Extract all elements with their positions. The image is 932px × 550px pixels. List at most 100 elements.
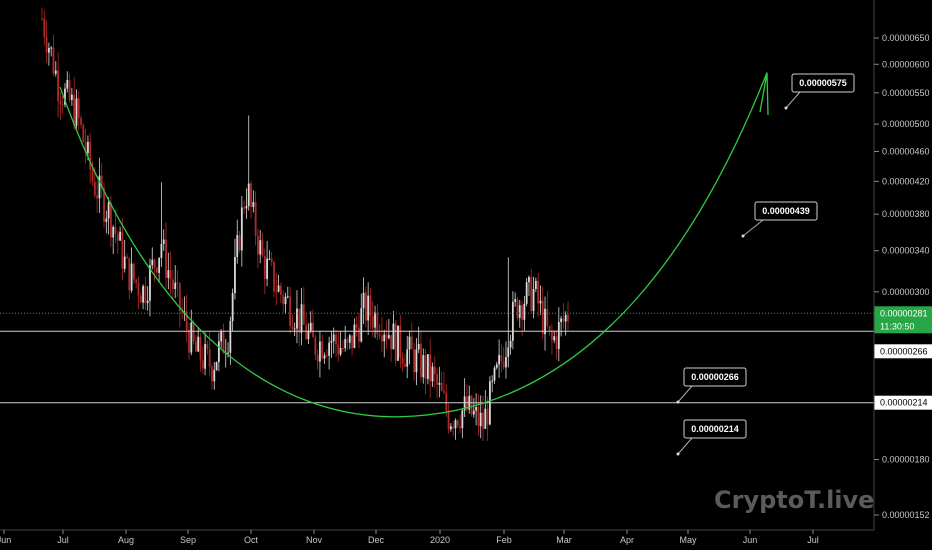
candle bbox=[64, 83, 66, 108]
y-tick-label: 0.00000460 bbox=[882, 146, 930, 156]
candle bbox=[355, 315, 358, 337]
svg-text:0.00000266: 0.00000266 bbox=[880, 346, 928, 356]
callout-text: 0.00000439 bbox=[762, 206, 810, 216]
candle bbox=[507, 257, 510, 368]
candle bbox=[392, 310, 395, 350]
candle bbox=[158, 257, 161, 283]
y-tick-label: 0.00000600 bbox=[882, 59, 930, 69]
candle bbox=[518, 299, 521, 328]
candle bbox=[335, 329, 337, 358]
candle bbox=[160, 182, 163, 267]
candle bbox=[47, 42, 50, 66]
candle bbox=[555, 330, 558, 360]
x-axis[interactable]: Jun Jul Aug Sep Oct Nov Dec 2020 Feb Mar Apr May Jun… bbox=[0, 530, 819, 545]
candle bbox=[114, 210, 117, 244]
candle bbox=[314, 334, 317, 361]
candle bbox=[532, 276, 535, 319]
x-tick-label: Dec bbox=[368, 535, 385, 545]
candle bbox=[146, 286, 149, 311]
candle bbox=[528, 275, 530, 297]
candle bbox=[282, 290, 285, 313]
candle bbox=[401, 352, 404, 372]
candle bbox=[312, 309, 314, 338]
price-callout: 0.00000214 bbox=[676, 419, 747, 456]
candle bbox=[194, 335, 197, 352]
candle bbox=[165, 222, 167, 289]
candle bbox=[344, 325, 347, 352]
candle bbox=[217, 332, 220, 372]
candle bbox=[523, 295, 526, 331]
svg-text:11:30:50: 11:30:50 bbox=[880, 321, 914, 331]
candle bbox=[298, 308, 301, 347]
x-tick-label: Sep bbox=[180, 535, 196, 545]
candle bbox=[410, 322, 413, 350]
candle bbox=[121, 218, 124, 281]
candle bbox=[296, 290, 298, 344]
candle bbox=[185, 294, 188, 343]
candle bbox=[75, 89, 78, 130]
candle bbox=[498, 339, 500, 378]
candle bbox=[307, 323, 310, 345]
candle bbox=[399, 314, 402, 368]
candle bbox=[346, 337, 349, 351]
candle bbox=[514, 292, 517, 307]
candle bbox=[445, 383, 448, 417]
candle bbox=[181, 298, 184, 320]
candle bbox=[84, 128, 87, 164]
candle bbox=[59, 92, 62, 121]
callout-text: 0.00000214 bbox=[691, 424, 739, 434]
candle bbox=[433, 355, 436, 388]
candle bbox=[275, 272, 278, 306]
candle bbox=[172, 269, 174, 301]
x-tick-label: Aug bbox=[118, 535, 134, 545]
candle bbox=[348, 334, 351, 350]
candle bbox=[321, 334, 324, 360]
candle bbox=[220, 329, 223, 349]
candle bbox=[201, 346, 204, 374]
candle bbox=[537, 272, 540, 317]
candle bbox=[404, 354, 406, 368]
candle bbox=[491, 375, 494, 393]
candle bbox=[174, 265, 177, 299]
candle bbox=[211, 363, 213, 390]
candle bbox=[82, 123, 85, 143]
current-price-label: 0.00000281 bbox=[874, 306, 932, 321]
candle bbox=[415, 338, 418, 386]
y-tick-label: 0.00000550 bbox=[882, 88, 930, 98]
svg-text:0.00000281: 0.00000281 bbox=[880, 308, 928, 318]
watermark-text: CryptoT.live bbox=[714, 486, 874, 514]
y-tick-label: 0.00000380 bbox=[882, 209, 930, 219]
candle bbox=[137, 276, 140, 310]
candle bbox=[52, 34, 55, 77]
candle bbox=[463, 378, 466, 417]
y-tick-label: 0.00000340 bbox=[882, 246, 930, 256]
candle bbox=[132, 262, 135, 285]
candle bbox=[293, 322, 296, 337]
candle bbox=[250, 180, 252, 219]
candle bbox=[431, 362, 434, 388]
candle bbox=[387, 319, 390, 340]
candle bbox=[456, 418, 459, 429]
candle bbox=[449, 423, 452, 432]
candle bbox=[319, 331, 321, 378]
candle bbox=[61, 96, 64, 114]
candle bbox=[270, 251, 273, 267]
candle bbox=[91, 160, 94, 186]
candle bbox=[128, 257, 131, 300]
candle bbox=[100, 163, 103, 198]
candle bbox=[238, 230, 241, 253]
candle bbox=[426, 354, 429, 385]
candle bbox=[116, 231, 119, 254]
y-axis[interactable]: 0.00000650 0.00000600 0.00000550 0.00000500… bbox=[874, 33, 930, 520]
candle bbox=[80, 115, 82, 129]
candle bbox=[240, 196, 243, 267]
candle bbox=[472, 397, 475, 418]
candle bbox=[291, 313, 294, 331]
candle bbox=[231, 288, 234, 332]
x-tick-label: 2020 bbox=[430, 535, 450, 545]
candle bbox=[70, 87, 73, 106]
candle bbox=[539, 285, 542, 316]
x-tick-label: Feb bbox=[496, 535, 512, 545]
